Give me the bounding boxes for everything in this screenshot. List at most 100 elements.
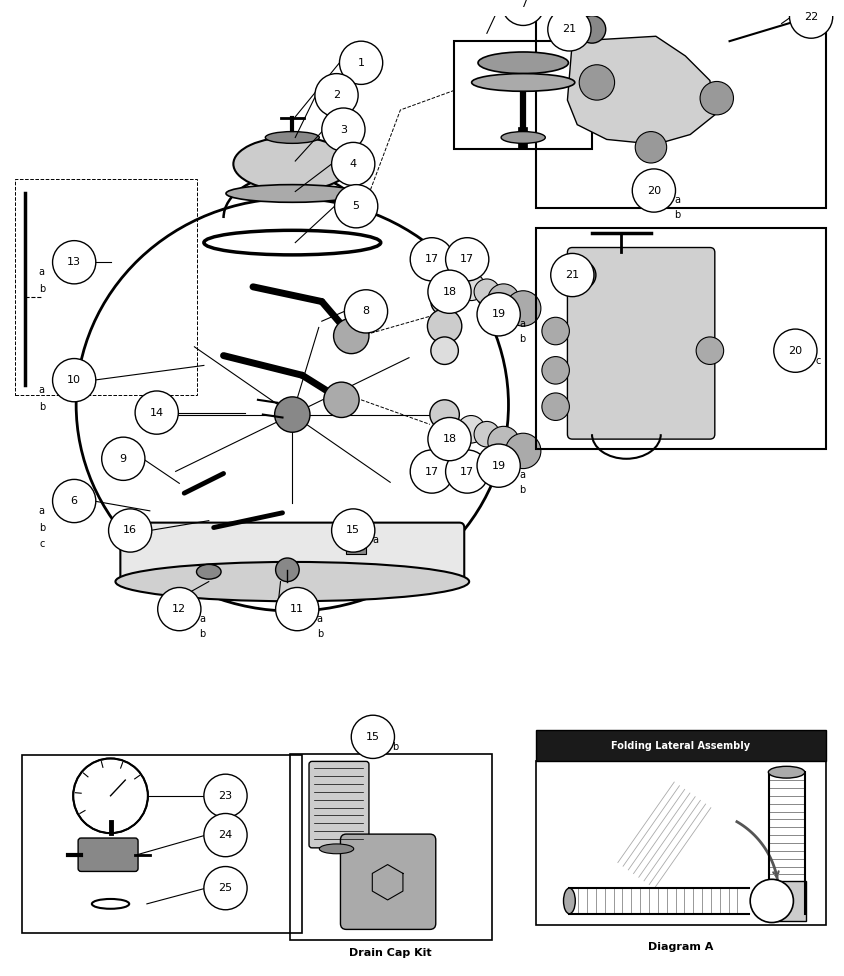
- Circle shape: [351, 715, 394, 758]
- Ellipse shape: [197, 564, 221, 579]
- Bar: [15, 179, 197, 395]
- Text: c: c: [39, 540, 45, 549]
- Polygon shape: [567, 36, 714, 144]
- Circle shape: [275, 558, 299, 582]
- Ellipse shape: [471, 73, 574, 92]
- Circle shape: [275, 588, 318, 630]
- FancyBboxPatch shape: [309, 761, 369, 848]
- Circle shape: [505, 433, 540, 468]
- Circle shape: [541, 317, 569, 345]
- Text: a: a: [39, 385, 45, 395]
- Ellipse shape: [478, 52, 568, 73]
- Text: 17: 17: [460, 255, 473, 264]
- Text: 19: 19: [491, 461, 505, 470]
- Circle shape: [323, 383, 359, 418]
- Text: 20: 20: [787, 346, 802, 355]
- Ellipse shape: [430, 425, 459, 454]
- Text: a: a: [39, 506, 45, 516]
- Circle shape: [101, 437, 145, 480]
- Text: 18: 18: [442, 287, 456, 297]
- Circle shape: [445, 450, 488, 493]
- Text: a: a: [316, 614, 322, 624]
- Text: 25: 25: [219, 883, 232, 893]
- Text: b: b: [518, 485, 525, 495]
- Circle shape: [695, 337, 722, 364]
- Bar: [535, 761, 825, 925]
- Circle shape: [457, 273, 484, 301]
- Text: 9: 9: [120, 454, 127, 464]
- FancyBboxPatch shape: [340, 834, 436, 929]
- Text: Drain Cap Kit: Drain Cap Kit: [349, 948, 431, 958]
- Circle shape: [158, 588, 201, 630]
- Text: a: a: [518, 319, 525, 329]
- Text: b: b: [518, 334, 525, 344]
- Text: 1: 1: [357, 58, 364, 67]
- Circle shape: [427, 270, 471, 313]
- Ellipse shape: [430, 337, 457, 364]
- Text: 23: 23: [219, 791, 232, 800]
- Circle shape: [635, 132, 666, 163]
- Circle shape: [331, 142, 375, 185]
- Text: 15: 15: [346, 525, 360, 536]
- Bar: [535, 12, 825, 208]
- Text: Folding Lateral Assembly: Folding Lateral Assembly: [610, 741, 749, 751]
- Bar: [454, 41, 592, 149]
- Ellipse shape: [430, 400, 459, 429]
- Ellipse shape: [430, 449, 459, 478]
- Text: 3: 3: [339, 125, 347, 135]
- Text: 2: 2: [333, 90, 339, 101]
- Circle shape: [274, 397, 310, 432]
- Circle shape: [73, 758, 148, 834]
- Text: a: a: [674, 195, 679, 205]
- Text: 17: 17: [425, 255, 438, 264]
- Circle shape: [445, 238, 488, 281]
- Bar: [22, 754, 302, 933]
- Bar: [771, 881, 805, 920]
- Circle shape: [52, 358, 95, 402]
- Circle shape: [477, 444, 520, 487]
- Ellipse shape: [563, 888, 575, 914]
- Text: 5: 5: [352, 201, 360, 211]
- Text: 13: 13: [68, 258, 81, 267]
- Circle shape: [344, 290, 387, 333]
- Ellipse shape: [430, 288, 457, 315]
- Text: c: c: [814, 355, 820, 365]
- Circle shape: [578, 64, 614, 101]
- Text: 17: 17: [460, 467, 473, 476]
- Text: 4: 4: [349, 159, 356, 169]
- Bar: [346, 540, 365, 554]
- Circle shape: [473, 279, 499, 305]
- Text: b: b: [39, 522, 45, 533]
- Circle shape: [457, 416, 484, 443]
- Bar: [535, 227, 825, 449]
- Text: 16: 16: [123, 525, 137, 536]
- Circle shape: [333, 318, 369, 353]
- Circle shape: [631, 169, 674, 212]
- Circle shape: [477, 293, 520, 336]
- Bar: [535, 730, 825, 761]
- Circle shape: [568, 262, 595, 289]
- Text: b: b: [392, 742, 398, 752]
- Bar: [290, 753, 491, 940]
- Text: 11: 11: [289, 604, 304, 614]
- Text: 12: 12: [172, 604, 187, 614]
- Text: b: b: [198, 629, 205, 638]
- Text: a: a: [372, 535, 378, 546]
- Circle shape: [409, 238, 453, 281]
- Text: 24: 24: [218, 830, 232, 840]
- Circle shape: [135, 391, 178, 434]
- Circle shape: [334, 184, 377, 227]
- Text: 21: 21: [561, 24, 576, 34]
- Circle shape: [473, 422, 499, 447]
- Text: b: b: [39, 402, 45, 412]
- FancyBboxPatch shape: [567, 248, 714, 439]
- Circle shape: [409, 450, 453, 493]
- Ellipse shape: [265, 132, 319, 143]
- Circle shape: [52, 479, 95, 522]
- Circle shape: [203, 867, 246, 910]
- Circle shape: [773, 329, 816, 372]
- FancyBboxPatch shape: [120, 522, 463, 587]
- Ellipse shape: [427, 309, 462, 344]
- Text: a: a: [518, 470, 525, 480]
- Circle shape: [487, 284, 519, 315]
